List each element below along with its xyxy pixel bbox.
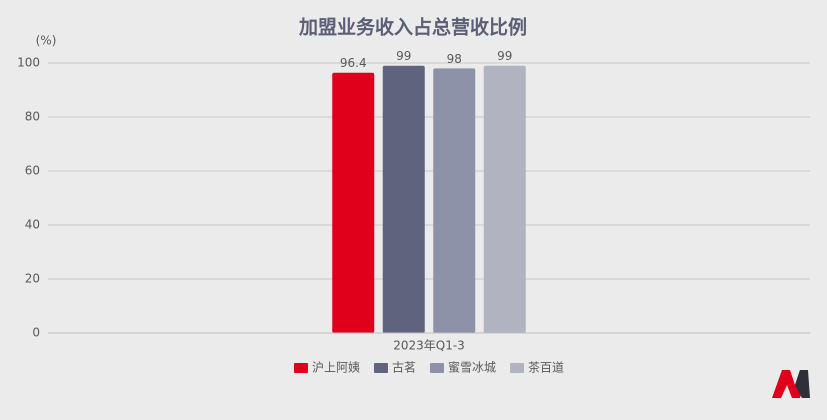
value-label: 96.4 xyxy=(340,56,367,70)
value-label: 99 xyxy=(396,49,411,63)
x-tick-label: 2023年Q1-3 xyxy=(393,339,465,353)
chart-title: 加盟业务收入占总营收比例 xyxy=(298,16,527,39)
y-tick-label: 0 xyxy=(32,326,40,340)
y-tick-label: 80 xyxy=(25,110,40,124)
legend-label: 沪上阿姨 xyxy=(312,361,360,375)
legend-swatch xyxy=(430,363,444,373)
y-tick-label: 60 xyxy=(25,164,40,178)
value-label: 99 xyxy=(497,49,512,63)
legend-swatch xyxy=(293,363,308,373)
legend-label: 蜜雪冰城 xyxy=(448,360,496,375)
legend-swatch xyxy=(510,363,525,373)
y-tick-label: 100 xyxy=(17,56,40,70)
bar xyxy=(332,72,375,333)
legend-swatch xyxy=(373,363,388,373)
y-axis-label: (%) xyxy=(36,34,57,48)
bar xyxy=(382,65,425,333)
logo-shape xyxy=(795,370,810,398)
logo xyxy=(772,370,810,398)
y-tick-label: 40 xyxy=(25,218,40,232)
bar xyxy=(483,65,526,333)
y-tick-label: 20 xyxy=(25,272,40,286)
bar xyxy=(433,68,476,334)
value-label: 98 xyxy=(447,52,462,66)
legend-label: 茶百道 xyxy=(528,360,564,375)
legend-label: 古茗 xyxy=(392,360,416,375)
